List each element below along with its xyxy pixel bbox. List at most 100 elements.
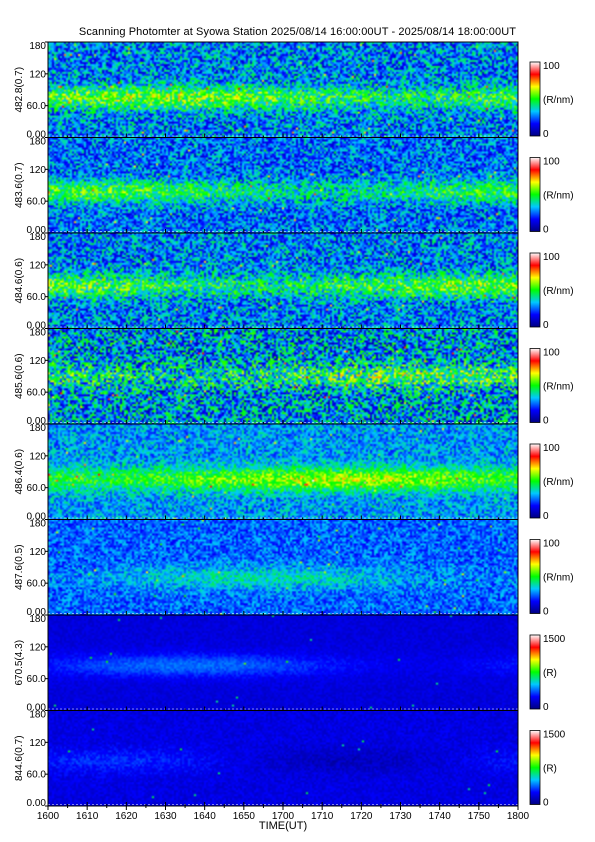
y-tick-label: 180 xyxy=(29,519,46,530)
y-tick-label: 0.00 xyxy=(27,130,47,141)
y-tick-label: 60.0 xyxy=(27,770,47,781)
panels-group: 0.00 60.0 120 180 482.8(0.7) 100 (R/nm) 0 0.00 60… xyxy=(14,41,574,810)
colorbar-min-label: 0 xyxy=(543,416,549,427)
y-tick-label: 0.00 xyxy=(27,607,47,618)
panel-5: 0.00 60.0 120 180 487.6(0.5) 100 (R/nm) 0 xyxy=(14,519,574,619)
colorbar-unit-label: (R) xyxy=(543,668,557,679)
colorbar-max-label: 1500 xyxy=(543,730,566,741)
panel-6: 0.00 60.0 120 180 670.5(4.3) 1500 (R) 0 xyxy=(14,614,566,715)
x-tick-label: 1700 xyxy=(272,811,295,822)
x-tick-label: 1800 xyxy=(507,811,530,822)
colorbar xyxy=(529,730,541,805)
y-tick-label: 180 xyxy=(29,710,46,721)
colorbar-max-label: 100 xyxy=(543,61,560,72)
y-tick-label: 180 xyxy=(29,328,46,339)
colorbar-max-label: 100 xyxy=(543,539,560,550)
colorbar xyxy=(529,157,541,232)
colorbar-unit-label: (R/nm) xyxy=(543,286,574,297)
colorbar-unit-label: (R/nm) xyxy=(543,95,574,106)
colorbar-min-label: 0 xyxy=(543,798,549,809)
y-tick-label: 60.0 xyxy=(27,674,47,685)
colorbar xyxy=(529,348,541,423)
y-tick-label: 60.0 xyxy=(27,483,47,494)
colorbar-max-label: 100 xyxy=(543,348,560,359)
panel-label: 484.6(0.6) xyxy=(14,258,25,304)
y-tick-label: 120 xyxy=(29,738,46,749)
x-tick-label: 1730 xyxy=(389,811,412,822)
colorbar-unit-label: (R/nm) xyxy=(543,573,574,584)
colorbar-min-label: 0 xyxy=(543,607,549,618)
y-tick-label: 180 xyxy=(29,423,46,434)
x-tick-label: 1750 xyxy=(468,811,491,822)
heatmap-image-7 xyxy=(48,710,518,806)
x-tick-label: 1740 xyxy=(429,811,452,822)
colorbar-unit-label: (R/nm) xyxy=(543,382,574,393)
x-tick-label: 1620 xyxy=(115,811,138,822)
colorbar xyxy=(529,443,541,519)
colorbar-max-label: 1500 xyxy=(543,634,566,645)
y-tick-label: 60.0 xyxy=(27,197,47,208)
y-tick-label: 0.00 xyxy=(27,512,47,523)
colorbar-min-label: 0 xyxy=(543,320,549,331)
panel-label: 483.6(0.7) xyxy=(14,162,25,208)
x-tick-label: 1630 xyxy=(154,811,177,822)
panel-4: 0.00 60.0 120 180 486.4(0.6) 100 (R/nm) 0 xyxy=(14,423,574,524)
heatmap-image-0 xyxy=(48,42,518,138)
panel-label: 482.8(0.7) xyxy=(14,67,25,113)
colorbar-min-label: 0 xyxy=(543,702,549,713)
colorbar-min-label: 0 xyxy=(543,511,549,522)
panel-2: 0.00 60.0 120 180 484.6(0.6) 100 (R/nm) 0 xyxy=(14,232,574,333)
colorbar-max-label: 100 xyxy=(543,443,560,454)
y-tick-label: 180 xyxy=(29,41,46,52)
x-axis: 1600 1610 1620 1630 1640 1650 1700 1710 1720 1730… xyxy=(37,811,530,822)
y-tick-label: 0.00 xyxy=(27,416,47,427)
y-tick-label: 120 xyxy=(29,642,46,653)
x-tick-label: 1650 xyxy=(233,811,256,822)
panel-0: 0.00 60.0 120 180 482.8(0.7) 100 (R/nm) 0 xyxy=(14,41,574,142)
y-tick-label: 120 xyxy=(29,356,46,367)
colorbar xyxy=(529,539,541,614)
colorbar-min-label: 0 xyxy=(543,225,549,236)
y-tick-label: 120 xyxy=(29,165,46,176)
y-tick-label: 120 xyxy=(29,451,46,462)
colorbar xyxy=(529,634,541,710)
colorbar-max-label: 100 xyxy=(543,157,560,168)
x-tick-label: 1600 xyxy=(37,811,60,822)
y-tick-label: 120 xyxy=(29,547,46,558)
colorbar-unit-label: (R) xyxy=(543,764,557,775)
y-tick-label: 180 xyxy=(29,614,46,625)
y-tick-label: 0.00 xyxy=(27,321,47,332)
y-tick-label: 120 xyxy=(29,260,46,271)
x-tick-label: 1640 xyxy=(194,811,217,822)
chart-title: Scanning Photomter at Syowa Station 2025… xyxy=(78,26,517,38)
y-tick-label: 180 xyxy=(29,137,46,148)
colorbar-max-label: 100 xyxy=(543,252,560,263)
heatmap-image-6 xyxy=(48,615,518,711)
panel-3: 0.00 60.0 120 180 485.6(0.6) 100 (R/nm) 0 xyxy=(14,328,574,428)
colorbar-min-label: 0 xyxy=(543,129,549,140)
heatmap-image-3 xyxy=(48,328,518,424)
x-axis-label: TIME(UT) xyxy=(258,820,308,832)
y-tick-label: 60.0 xyxy=(27,388,47,399)
heatmap-image-1 xyxy=(48,137,518,233)
colorbar xyxy=(529,252,541,328)
panel-label: 486.4(0.6) xyxy=(14,449,25,495)
y-tick-label: 60.0 xyxy=(27,579,47,590)
x-tick-label: 1710 xyxy=(311,811,334,822)
colorbar-unit-label: (R/nm) xyxy=(543,191,574,202)
panel-1: 0.00 60.0 120 180 483.6(0.7) 100 (R/nm) 0 xyxy=(14,137,574,237)
y-tick-label: 120 xyxy=(29,69,46,80)
y-tick-label: 180 xyxy=(29,232,46,243)
y-tick-label: 0.00 xyxy=(27,703,47,714)
panel-label: 487.6(0.5) xyxy=(14,544,25,590)
panel-7: 0.00 60.0 120 180 844.6(0.7) 1500 (R) 0 xyxy=(14,710,566,810)
x-tick-label: 1720 xyxy=(350,811,373,822)
y-tick-label: 60.0 xyxy=(27,101,47,112)
colorbar-unit-label: (R/nm) xyxy=(543,477,574,488)
panel-label: 844.6(0.7) xyxy=(14,735,25,781)
heatmap-image-4 xyxy=(48,424,518,520)
heatmap-image-5 xyxy=(48,519,518,615)
heatmap-image-2 xyxy=(48,233,518,329)
panel-label: 670.5(4.3) xyxy=(14,640,25,686)
